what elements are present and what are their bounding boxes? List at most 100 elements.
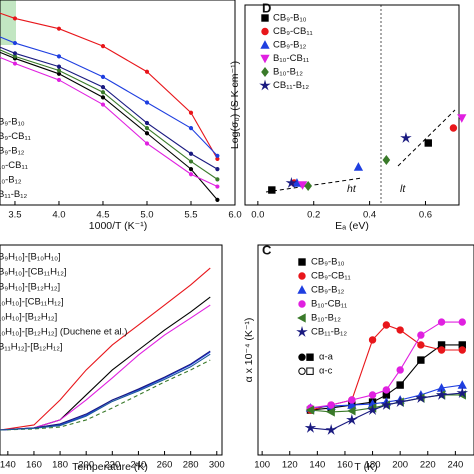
data-point xyxy=(56,64,62,69)
legend-marker xyxy=(306,353,314,361)
data-point xyxy=(100,95,106,100)
series-line xyxy=(0,267,211,431)
legend-marker xyxy=(261,66,269,78)
data-point xyxy=(394,396,406,407)
x-tick-label: 3.5 xyxy=(8,210,21,221)
legend-label: CB₉-B₁₀ xyxy=(273,13,307,24)
legend-label: B₉H₁₀]-[B₁₂H₁₂] xyxy=(0,282,60,293)
legend-label: α-c xyxy=(319,366,333,377)
data-point xyxy=(144,141,150,146)
legend-label: B₉H₁₀]-[CB₁₁H₁₂] xyxy=(0,267,67,278)
data-point xyxy=(347,400,357,409)
data-point xyxy=(56,77,62,83)
x-tick-label: 0.2 xyxy=(307,210,320,221)
legend-label: CB₉-B₁₀ xyxy=(311,257,345,268)
legend-marker xyxy=(259,79,271,91)
x-tick-label: 280 xyxy=(183,460,199,471)
legend-label: ₁₀H₁₀]-[B₁₂H₁₂] (Duchene et al.) xyxy=(0,327,127,338)
data-point xyxy=(144,131,150,136)
legend-marker xyxy=(298,367,306,375)
legend-label: B₁₀-CB₁₁ xyxy=(311,299,347,310)
x-tick-label: 260 xyxy=(157,460,173,471)
data-point xyxy=(304,180,312,192)
data-point xyxy=(396,381,404,389)
panel-label: C xyxy=(262,242,272,257)
data-point xyxy=(144,126,150,131)
x-tick-label: 5.5 xyxy=(184,210,197,221)
legend-marker xyxy=(296,325,308,337)
legend-label: ₁₀-CB₁₁ xyxy=(0,160,28,171)
data-point xyxy=(325,423,337,435)
annotation: lt xyxy=(400,183,406,195)
data-point xyxy=(12,61,18,66)
x-tick-label: 240 xyxy=(447,460,463,471)
legend-marker xyxy=(298,272,306,280)
legend-label: ₁₀-B₁₂ xyxy=(0,175,22,186)
data-point xyxy=(400,131,412,143)
x-tick-label: 200 xyxy=(78,460,94,471)
data-point xyxy=(458,318,466,326)
legend-label: α-a xyxy=(319,352,334,363)
legend-label: B₁₀-B₁₂ xyxy=(273,67,303,78)
data-point xyxy=(56,26,62,31)
data-point xyxy=(100,102,106,107)
annotation: ht xyxy=(347,183,357,195)
data-point xyxy=(188,110,194,115)
x-tick-label: 240 xyxy=(130,460,146,471)
x-tick-label: 200 xyxy=(392,460,408,471)
data-point xyxy=(396,366,404,374)
data-point xyxy=(457,114,467,123)
x-tick-label: 180 xyxy=(52,460,68,471)
data-point xyxy=(56,68,62,73)
x-axis-label: 1000/T (K⁻¹) xyxy=(89,220,147,232)
x-tick-label: 4.5 xyxy=(96,210,109,221)
highlight xyxy=(0,0,16,45)
plot-frame xyxy=(0,0,236,206)
data-point xyxy=(100,90,106,95)
series-line xyxy=(0,12,218,160)
legend-label: CB₉-CB₁₁ xyxy=(273,26,313,37)
data-point xyxy=(382,154,391,166)
data-point xyxy=(188,126,194,131)
data-point xyxy=(12,51,18,56)
legend-marker xyxy=(260,54,270,64)
x-tick-label: 300 xyxy=(209,460,225,471)
data-point xyxy=(12,16,18,21)
legend-label: ₁₀H₁₀]-[CB₁₁H₁₂] xyxy=(0,297,64,308)
x-tick-label: 5.0 xyxy=(140,210,153,221)
data-point xyxy=(100,74,106,79)
legend-label: B₉H₁₀]-[B₁₀H₁₀] xyxy=(0,252,61,263)
plot-frame xyxy=(244,4,460,206)
x-tick-label: 160 xyxy=(337,460,353,471)
series-line xyxy=(0,49,218,180)
x-tick-label: 0.4 xyxy=(363,210,376,221)
y-axis-label: α x 10⁻⁴ (K⁻¹) xyxy=(243,318,255,383)
data-point xyxy=(435,388,448,400)
data-point xyxy=(348,396,356,404)
data-point xyxy=(366,403,379,415)
legend-label: CB₉-CB₁₁ xyxy=(311,271,351,282)
legend-label: CB₁₁-B₁₂ xyxy=(311,327,347,338)
data-point xyxy=(327,401,335,409)
series-line xyxy=(0,304,211,431)
x-tick-label: 220 xyxy=(104,460,120,471)
legend-label: CB₁₁-B₁₂ xyxy=(273,80,309,91)
legend-marker xyxy=(298,300,306,308)
legend-label: B₁₀-CB₁₁ xyxy=(273,53,309,64)
series-line xyxy=(0,351,211,431)
data-point xyxy=(456,386,469,398)
data-point xyxy=(304,421,317,433)
legend-marker xyxy=(306,367,314,375)
data-point xyxy=(56,71,62,76)
data-point xyxy=(56,54,62,59)
x-tick-label: 4.0 xyxy=(52,210,65,221)
data-point xyxy=(417,341,425,349)
data-point xyxy=(417,356,425,364)
data-point xyxy=(437,346,446,354)
data-point xyxy=(368,336,377,344)
data-point xyxy=(100,44,106,49)
data-point xyxy=(417,331,425,339)
legend-marker xyxy=(261,27,269,36)
